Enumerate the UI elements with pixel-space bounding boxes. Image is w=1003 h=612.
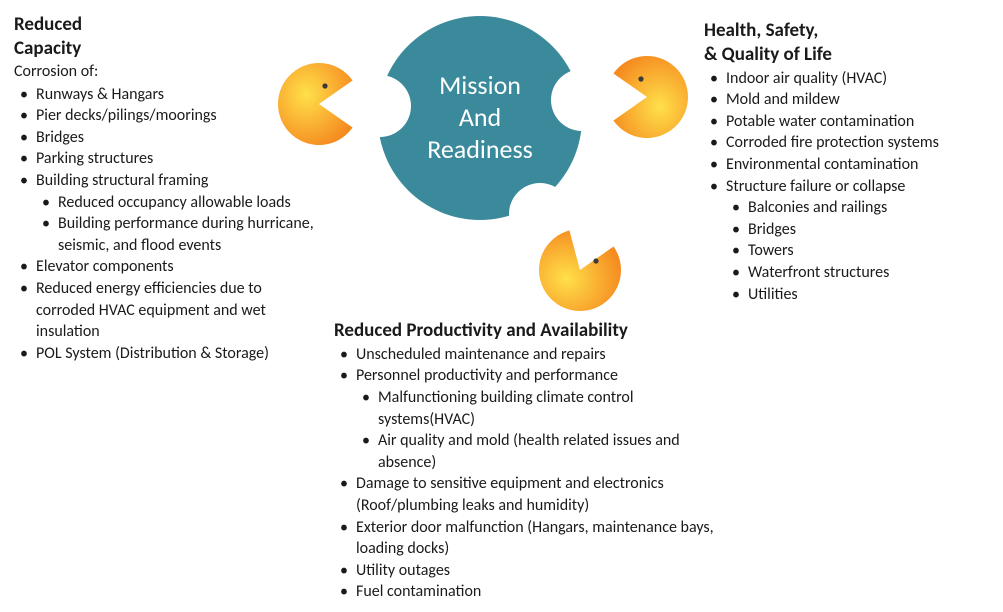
list-item: Elevator components [14, 256, 314, 278]
right-title-2: & Quality of Life [704, 44, 994, 66]
list-item: Towers [726, 240, 994, 262]
list-item-label: Waterfront structures [748, 263, 889, 282]
list-item-label: Balconies and railings [748, 198, 887, 217]
pacman-eye [638, 76, 643, 81]
list-item-label: POL System (Distribution & Storage) [36, 344, 269, 363]
list-item: Utilities [726, 284, 994, 306]
right-list: Indoor air quality (HVAC) Mold and mildew… [704, 68, 994, 306]
list-item: Reduced occupancy allowable loads [36, 192, 314, 214]
list-item: Damage to sensitive equipment and electr… [334, 473, 714, 516]
list-item-label: Fuel contamination [356, 582, 481, 601]
list-item-label: Unscheduled maintenance and repairs [356, 345, 606, 364]
list-item: Runways & Hangars [14, 84, 314, 106]
list-item: POL System (Distribution & Storage) [14, 343, 314, 365]
list-item-label: Damage to sensitive equipment and electr… [356, 474, 664, 515]
list-item-label: Utility outages [356, 561, 450, 580]
list-item-label: Bridges [36, 128, 84, 147]
list-item: Pier decks/pilings/moorings [14, 105, 314, 127]
pacman-icon [613, 56, 688, 138]
list-item: Potable water contamination [704, 111, 994, 133]
list-item-label: Parking structures [36, 149, 153, 168]
list-item: Parking structures [14, 148, 314, 170]
list-item-label: Pier decks/pilings/moorings [36, 106, 217, 125]
left-section: Reduced Capacity Corrosion of: Runways &… [14, 14, 314, 364]
list-item-label: Indoor air quality (HVAC) [726, 69, 887, 88]
bottom-section: Reduced Productivity and Availability Un… [334, 320, 714, 603]
list-item-label: Building structural framing [36, 171, 208, 190]
center-label: Mission [439, 69, 521, 101]
center-label: And [459, 101, 501, 133]
list-item-label: Runways & Hangars [36, 85, 164, 104]
left-title-1: Reduced [14, 14, 314, 36]
list-item: Structure failure or collapseBalconies a… [704, 176, 994, 306]
list-item-label: Reduced occupancy allowable loads [58, 193, 291, 212]
pacman-eye [322, 83, 327, 88]
right-section: Health, Safety, & Quality of Life Indoor… [704, 20, 994, 305]
list-item-label: Structure failure or collapse [726, 177, 905, 196]
right-title-1: Health, Safety, [704, 20, 994, 42]
list-item: Utility outages [334, 560, 714, 582]
list-item: Balconies and railings [726, 197, 994, 219]
list-item-label: Malfunctioning building climate control … [378, 388, 634, 429]
list-item: Waterfront structures [726, 262, 994, 284]
left-subtitle: Corrosion of: [14, 62, 314, 82]
center-bite [551, 69, 613, 131]
list-item: Fuel contamination [334, 581, 714, 603]
list-item: Corroded fire protection systems [704, 132, 994, 154]
list-item-label: Exterior door malfunction (Hangars, main… [356, 518, 714, 559]
list-item-label: Environmental contamination [726, 155, 918, 174]
list-item: Unscheduled maintenance and repairs [334, 344, 714, 366]
list-item: Mold and mildew [704, 89, 994, 111]
bottom-title: Reduced Productivity and Availability [334, 320, 714, 342]
list-item-label: Reduced energy efficiencies due to corro… [36, 279, 266, 341]
list-item: Building performance during hurricane, s… [36, 213, 314, 256]
list-item: Building structural framing Reduced occup… [14, 170, 314, 256]
list-item: Environmental contamination [704, 154, 994, 176]
list-item-label: Mold and mildew [726, 90, 840, 109]
list-item-label: Potable water contamination [726, 112, 914, 131]
list-item: Bridges [14, 127, 314, 149]
list-item: Reduced energy efficiencies due to corro… [14, 278, 314, 343]
center-bite [349, 75, 411, 137]
list-item-label: Bridges [748, 220, 796, 239]
list-item: Exterior door malfunction (Hangars, main… [334, 517, 714, 560]
center-label: Readiness [427, 133, 533, 165]
list-item: Bridges [726, 219, 994, 241]
left-title-2: Capacity [14, 38, 314, 60]
list-item-label: Corroded fire protection systems [726, 133, 939, 152]
list-item-label: Elevator components [36, 257, 174, 276]
list-item-label: Utilities [748, 285, 798, 304]
list-item: Personnel productivity and performance Ma… [334, 365, 714, 473]
list-item: Air quality and mold (health related iss… [356, 430, 714, 473]
sub-list: Balconies and railings Bridges Towers Water… [726, 197, 994, 305]
list-item: Malfunctioning building climate control … [356, 387, 714, 430]
sub-list: Reduced occupancy allowable loads Buildin… [36, 192, 314, 257]
sub-list: Malfunctioning building climate control … [356, 387, 714, 473]
pacman-eye [593, 258, 598, 263]
list-item: Indoor air quality (HVAC) [704, 68, 994, 90]
list-item-label: Building performance during hurricane, s… [58, 214, 314, 255]
list-item-label: Air quality and mold (health related iss… [378, 431, 680, 472]
bottom-list: Unscheduled maintenance and repairsPerso… [334, 344, 714, 603]
list-item-label: Personnel productivity and performance [356, 366, 618, 385]
left-list: Runways & Hangars Pier decks/pilings/moor… [14, 84, 314, 365]
list-item-label: Towers [748, 241, 794, 260]
